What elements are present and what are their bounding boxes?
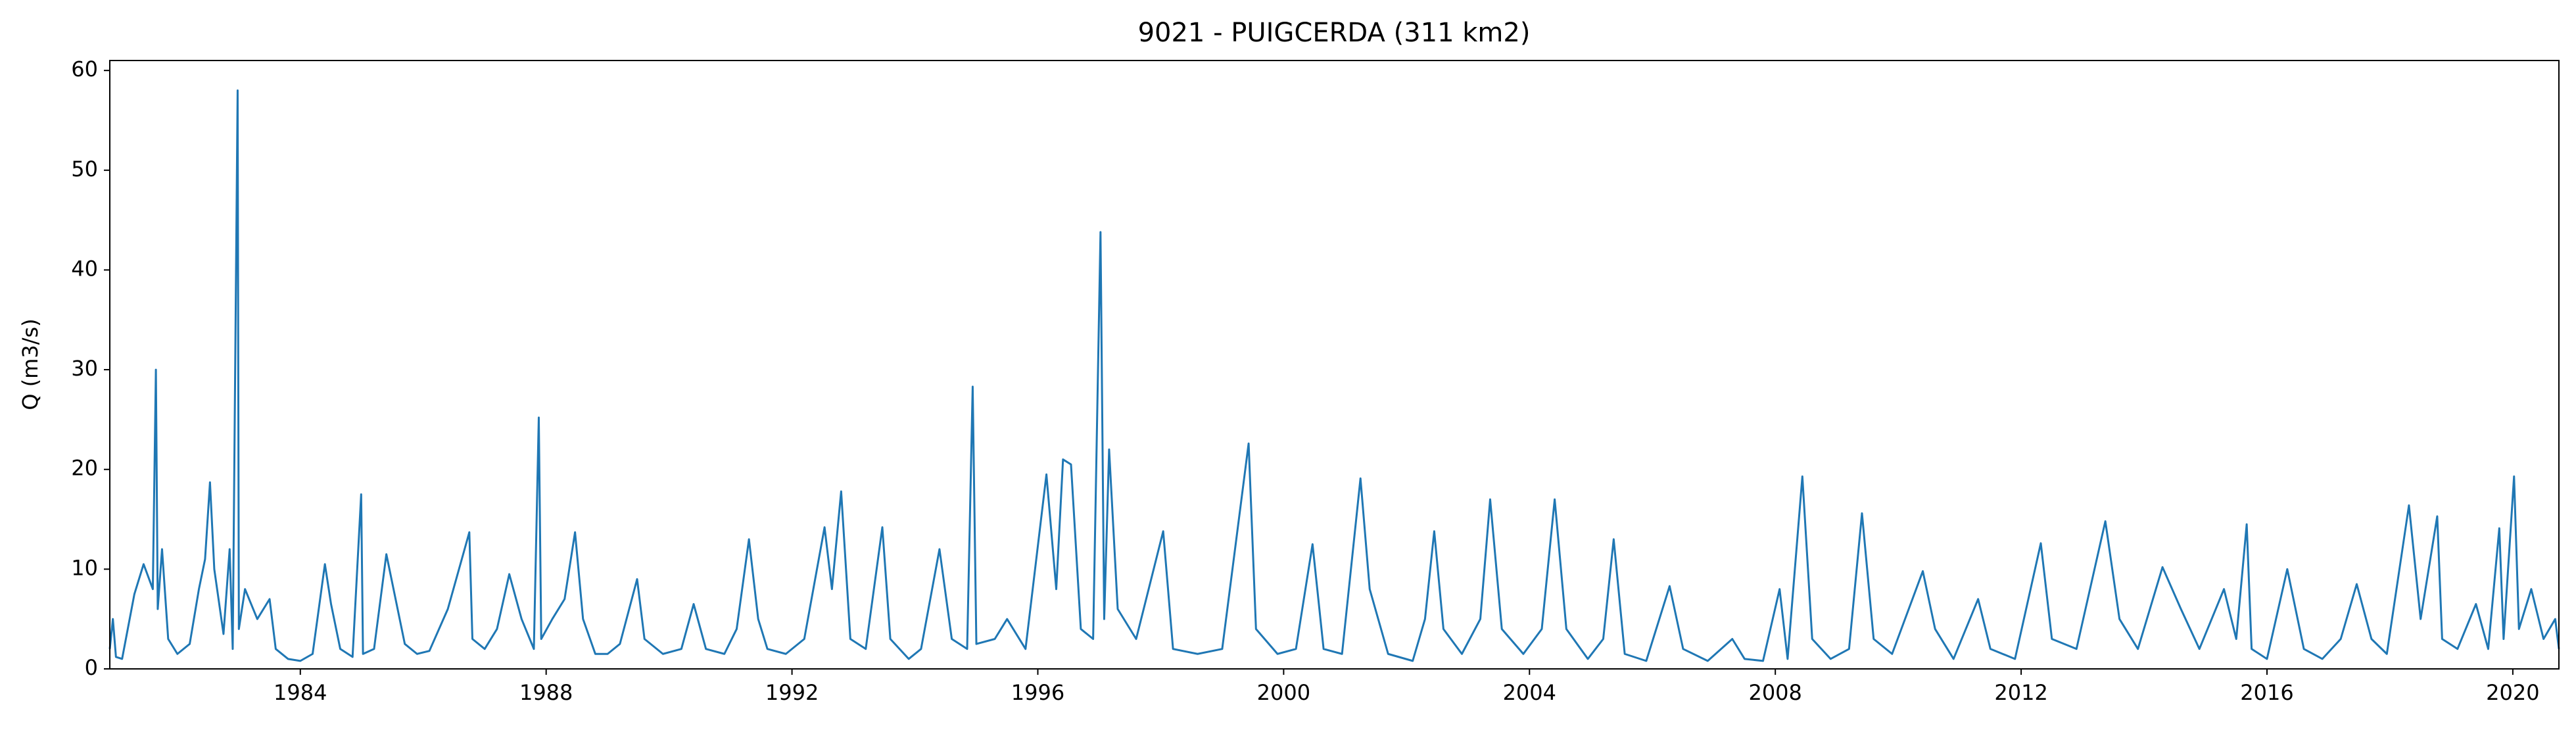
x-tick-label: 1984 (274, 680, 327, 705)
x-tick-label: 2020 (2486, 680, 2539, 705)
y-tick-label: 10 (71, 555, 98, 580)
x-tick-label: 1988 (519, 680, 573, 705)
y-axis-label: Q (m3/s) (18, 318, 43, 410)
x-tick-label: 2012 (1994, 680, 2047, 705)
chart-title: 9021 - PUIGCERDA (311 km2) (1138, 18, 1531, 48)
y-tick-label: 50 (71, 157, 98, 182)
x-tick-label: 1992 (765, 680, 819, 705)
x-tick-label: 2000 (1257, 680, 1310, 705)
plot-frame (109, 60, 2560, 670)
y-tick-label: 20 (71, 456, 98, 481)
x-tick-label: 2016 (2240, 680, 2293, 705)
x-tick-label: 2004 (1503, 680, 1556, 705)
y-tick-label: 30 (71, 356, 98, 381)
y-tick-label: 60 (71, 57, 98, 82)
y-tick-label: 0 (85, 655, 98, 680)
x-tick-label: 2008 (1748, 680, 1801, 705)
flow-line (108, 89, 2560, 662)
y-tick-label: 40 (71, 256, 98, 281)
x-tick-label: 1996 (1011, 680, 1064, 705)
